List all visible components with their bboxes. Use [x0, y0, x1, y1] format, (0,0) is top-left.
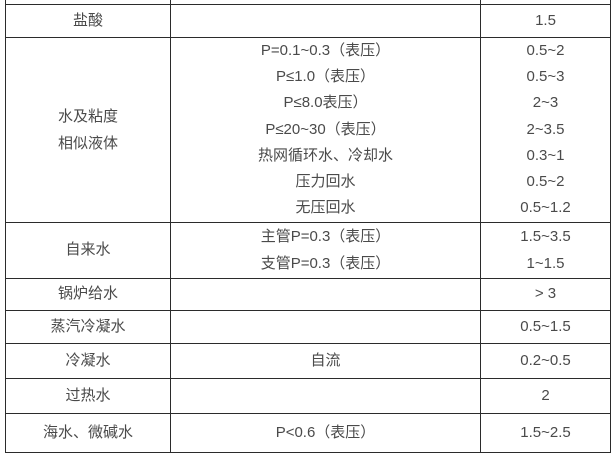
velocity-value: 0.5~2: [526, 42, 565, 60]
velocity-cell: > 3: [480, 278, 611, 311]
liquid-name-line: 相似液体: [57, 135, 118, 152]
velocity-value: 1~1.5: [526, 254, 565, 272]
liquid-name: 盐酸: [72, 11, 103, 29]
velocity-value: 0.5~1.5: [520, 317, 571, 335]
velocity-cell: 0.5~2 0.5~3 2~3 2~3.5 0.3~1 0.5~2 0.5~1.…: [480, 37, 611, 223]
liquid-name-line: 水及粘度: [57, 108, 118, 125]
velocity-cell: 0.2~0.5: [480, 343, 611, 379]
liquid-name-cell: 蒸汽冷凝水: [5, 310, 171, 344]
condition-line: 压力回水: [295, 172, 356, 190]
velocity-value: > 3: [534, 285, 557, 303]
liquid-name: 水及粘度 相似液体: [7, 103, 170, 157]
table-row: 海水、微碱水 P<0.6（表压） 1.5~2.5: [5, 413, 611, 453]
condition-line: P<0.6（表压）: [275, 423, 376, 441]
condition-line: P≤8.0表压）: [283, 94, 368, 112]
condition-cell: 主管P=0.3（表压） 支管P=0.3（表压）: [170, 222, 481, 279]
velocity-cell: 1.5~2.5: [480, 413, 611, 453]
table-row: 水及粘度 相似液体 P=0.1~0.3（表压） P≤1.0（表压） P≤8.0表…: [5, 37, 611, 223]
table-row: 过热水 2: [5, 378, 611, 414]
velocity-value: 0.5~2: [526, 172, 565, 190]
liquid-name-cell: 自来水: [5, 222, 171, 279]
condition-line: 热网循环水、冷却水: [257, 146, 393, 164]
velocity-cell: 2: [480, 378, 611, 414]
cutoff-line-col1: [170, 0, 171, 5]
condition-cell: P<0.6（表压）: [170, 413, 481, 453]
velocity-value: 0.5~1.2: [520, 199, 571, 217]
table-row: 自来水 主管P=0.3（表压） 支管P=0.3（表压） 1.5~3.5 1~1.…: [5, 222, 611, 279]
table-row: 锅炉给水 > 3: [5, 278, 611, 311]
condition-line: P≤1.0（表压）: [275, 68, 376, 86]
condition-cell: 自流: [170, 343, 481, 379]
liquid-name: 锅炉给水: [57, 285, 118, 303]
condition-line: P=0.1~0.3（表压）: [260, 42, 391, 60]
condition-line: 自流: [310, 351, 341, 369]
condition-cell: [170, 278, 481, 311]
liquid-name: 冷凝水: [65, 351, 111, 369]
cutoff-line-right: [610, 0, 611, 5]
velocity-value: 2~3: [532, 94, 559, 112]
velocity-value: 2~3.5: [526, 120, 565, 138]
table-row: 冷凝水 自流 0.2~0.5: [5, 343, 611, 379]
velocity-value: 1.5~2.5: [520, 423, 571, 441]
cutoff-line-left: [5, 0, 6, 5]
velocity-cell: 1.5~3.5 1~1.5: [480, 222, 611, 279]
condition-line: P≤20~30（表压）: [265, 120, 386, 138]
velocity-value: 0.3~1: [526, 146, 565, 164]
condition-line: 无压回水: [295, 199, 356, 217]
table-row: 蒸汽冷凝水 0.5~1.5: [5, 310, 611, 344]
liquid-name: 海水、微碱水: [42, 423, 133, 441]
table-row: 盐酸 1.5: [5, 4, 611, 38]
velocity-cell: 0.5~1.5: [480, 310, 611, 344]
liquid-name: 蒸汽冷凝水: [50, 317, 126, 335]
velocity-value: 2: [541, 386, 550, 404]
liquid-name-cell: 水及粘度 相似液体: [5, 37, 171, 223]
liquid-name-cell: 海水、微碱水: [5, 413, 171, 453]
liquid-name-cell: 冷凝水: [5, 343, 171, 379]
condition-cell: P=0.1~0.3（表压） P≤1.0（表压） P≤8.0表压） P≤20~30…: [170, 37, 481, 223]
condition-line: 主管P=0.3（表压）: [260, 227, 391, 245]
liquid-velocity-table: 盐酸 1.5 水及粘度 相似液体 P=0.1~0.3（表压）: [5, 4, 611, 453]
liquid-name-cell: 锅炉给水: [5, 278, 171, 311]
velocity-value: 1.5~3.5: [520, 227, 571, 245]
liquid-name: 自来水: [65, 241, 111, 259]
velocity-cell: 1.5: [480, 4, 611, 38]
condition-cell: [170, 4, 481, 38]
velocity-value: 0.5~3: [526, 68, 565, 86]
velocity-value: 1.5: [535, 11, 556, 29]
cutoff-line-col2: [480, 0, 481, 5]
liquid-name: 过热水: [65, 386, 111, 404]
condition-cell: [170, 310, 481, 344]
velocity-value: 0.2~0.5: [520, 351, 571, 369]
condition-cell: [170, 378, 481, 414]
liquid-name-cell: 过热水: [5, 378, 171, 414]
condition-line: 支管P=0.3（表压）: [260, 254, 391, 272]
liquid-name-cell: 盐酸: [5, 4, 171, 38]
